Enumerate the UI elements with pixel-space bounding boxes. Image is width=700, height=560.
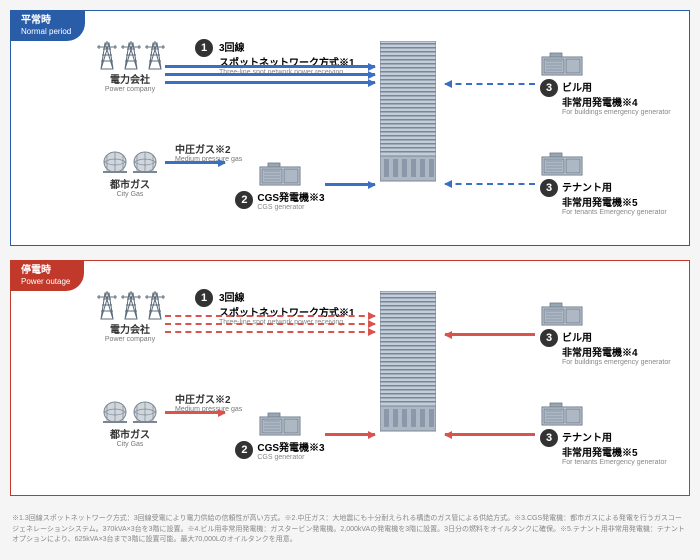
midgas-label: 中圧ガス※2 Medium pressure gas (175, 141, 242, 163)
city-gas: 都市ガス City Gas (95, 148, 165, 198)
item3a-jp1: ビル用 (562, 329, 671, 344)
flow-arrow (165, 323, 375, 325)
tower-icon (95, 291, 117, 321)
tower-icon (119, 41, 141, 71)
gas-label-jp: 都市ガス (110, 426, 150, 441)
item3b-en: For tenants Emergency generator (562, 459, 667, 466)
building (380, 291, 436, 466)
item3b-jp2: 非常用発電機※5 (562, 444, 667, 459)
flow-arrow (445, 333, 535, 336)
tag-jp: 平常時 (21, 15, 71, 27)
flow-arrow (165, 161, 225, 164)
cgs-generator: 2 CGS発電機※3 CGS generator (235, 411, 325, 461)
bldg-emergency-gen: 3 ビル用 非常用発電機※4 For buildings emergency g… (540, 301, 680, 366)
city-gas: 都市ガス City Gas (95, 398, 165, 448)
tag-jp: 停電時 (21, 265, 70, 277)
building-icon (380, 41, 436, 211)
item3b-jp1: テナント用 (562, 179, 667, 194)
midgas-jp: 中圧ガス※2 (175, 141, 242, 156)
tenant-emergency-gen: 3 テナント用 非常用発電機※5 For tenants Emergency g… (540, 401, 680, 466)
item3b-en: For tenants Emergency generator (562, 209, 667, 216)
tower-icon (143, 291, 165, 321)
tank-icon (131, 398, 159, 426)
item-1: 1 3回線 スポットネットワーク方式※1 Three-line spot net… (195, 39, 355, 76)
panel-outage: 停電時 Power outage 電力会社 Power company (10, 260, 690, 496)
midgas-label: 中圧ガス※2 Medium pressure gas (175, 391, 242, 413)
power-label-en: Power company (105, 336, 155, 343)
item-1: 1 3回線 スポットネットワーク方式※1 Three-line spot net… (195, 289, 355, 326)
generator-icon (540, 401, 584, 427)
item2-en: CGS generator (257, 454, 324, 461)
gas-label-en: City Gas (117, 191, 144, 198)
tank-icon (101, 148, 129, 176)
gas-label-en: City Gas (117, 441, 144, 448)
num-2: 2 (235, 191, 253, 209)
num-3: 3 (540, 179, 558, 197)
item1-jp1: 3回線 (219, 39, 355, 54)
item3a-jp2: 非常用発電機※4 (562, 94, 671, 109)
gas-label-jp: 都市ガス (110, 176, 150, 191)
item3b-jp2: 非常用発電機※5 (562, 194, 667, 209)
tank-icon (101, 398, 129, 426)
power-company: 電力会社 Power company (95, 41, 165, 93)
item3a-jp1: ビル用 (562, 79, 671, 94)
tank-icon (131, 148, 159, 176)
tower-icon (119, 291, 141, 321)
num-1: 1 (195, 289, 213, 307)
footnotes: ※1.3回線スポットネットワーク方式：3回線受電により電力供給の信頼性が高い方式… (10, 510, 690, 550)
flow-arrow (325, 183, 375, 186)
item2-jp: CGS発電機※3 (257, 189, 324, 204)
flow-arrow (445, 83, 535, 85)
generator-icon (540, 301, 584, 327)
item2-jp: CGS発電機※3 (257, 439, 324, 454)
tenant-emergency-gen: 3 テナント用 非常用発電機※5 For tenants Emergency g… (540, 151, 680, 216)
power-label-en: Power company (105, 86, 155, 93)
item3b-jp1: テナント用 (562, 429, 667, 444)
tower-icon (95, 41, 117, 71)
power-label-jp: 電力会社 (110, 71, 150, 86)
generator-icon (258, 411, 302, 437)
generator-icon (540, 51, 584, 77)
flow-arrow (165, 81, 375, 84)
item3a-en: For buildings emergency generator (562, 359, 671, 366)
bldg-emergency-gen: 3 ビル用 非常用発電機※4 For buildings emergency g… (540, 51, 680, 116)
flow-arrow (325, 433, 375, 436)
generator-icon (540, 151, 584, 177)
flow-arrow (165, 411, 225, 414)
flow-arrow (445, 183, 535, 185)
item1-jp1: 3回線 (219, 289, 355, 304)
item2-en: CGS generator (257, 204, 324, 211)
flow-arrow (165, 331, 375, 333)
generator-icon (258, 161, 302, 187)
building (380, 41, 436, 216)
item3a-en: For buildings emergency generator (562, 109, 671, 116)
flow-arrow (165, 73, 375, 76)
tower-icon (143, 41, 165, 71)
midgas-jp: 中圧ガス※2 (175, 391, 242, 406)
cgs-generator: 2 CGS発電機※3 CGS generator (235, 161, 325, 211)
flow-arrow (165, 65, 375, 68)
num-2: 2 (235, 441, 253, 459)
panel-normal: 平常時 Normal period 電力会社 Power company (10, 10, 690, 246)
flow-arrow (165, 315, 375, 317)
num-3: 3 (540, 429, 558, 447)
num-1: 1 (195, 39, 213, 57)
building-icon (380, 291, 436, 461)
power-company: 電力会社 Power company (95, 291, 165, 343)
num-3: 3 (540, 79, 558, 97)
num-3: 3 (540, 329, 558, 347)
power-label-jp: 電力会社 (110, 321, 150, 336)
flow-arrow (445, 433, 535, 436)
item3a-jp2: 非常用発電機※4 (562, 344, 671, 359)
